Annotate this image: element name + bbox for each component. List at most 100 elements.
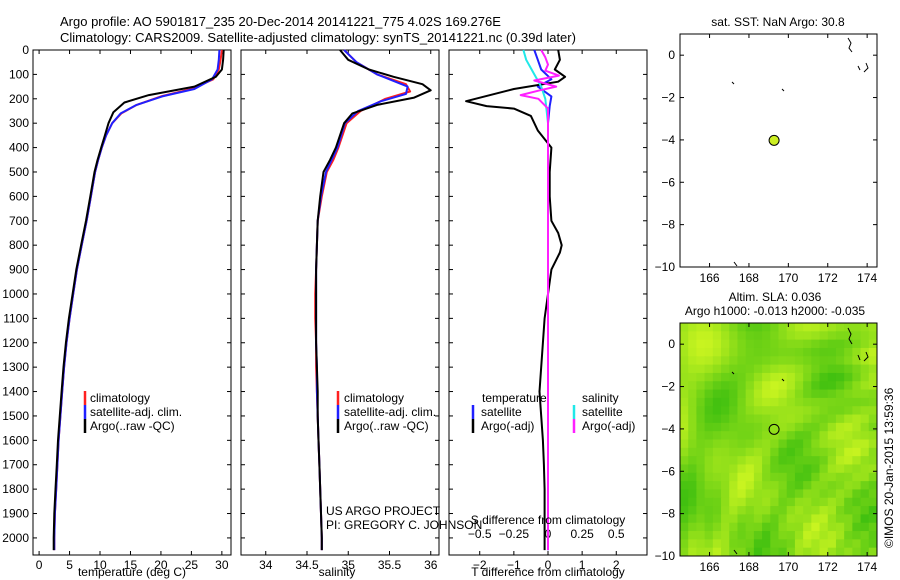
sla-cell xyxy=(680,514,689,524)
x-tick-label: 34.5 xyxy=(295,558,319,572)
sla-cell xyxy=(737,481,747,491)
sla-cell xyxy=(753,323,763,332)
sla-cell xyxy=(811,439,821,449)
sla-cell xyxy=(753,389,763,399)
sla-cell xyxy=(827,464,837,474)
sla-cell xyxy=(680,397,689,407)
sla-cell xyxy=(729,464,739,474)
sla-cell xyxy=(762,497,771,507)
y-tick-label: 1500 xyxy=(2,409,29,423)
sla-cell xyxy=(827,431,837,441)
sla-cell xyxy=(688,397,698,407)
sla-cell xyxy=(786,397,796,407)
sla-cell xyxy=(827,439,837,449)
sla-cell xyxy=(745,323,755,332)
sla-cell xyxy=(852,439,862,449)
sla-cell xyxy=(794,422,804,432)
sla-cell xyxy=(844,397,853,407)
sla-cell xyxy=(860,331,870,341)
sla-cell xyxy=(811,472,821,482)
sla-cell xyxy=(745,514,755,524)
sla-cell xyxy=(688,497,698,507)
sla-cell xyxy=(811,339,821,349)
sla-cell xyxy=(696,431,706,441)
sla-cell xyxy=(778,464,788,474)
sla-cell xyxy=(696,497,706,507)
sla-cell xyxy=(704,381,714,391)
sla-map-title-1: Altim. SLA: 0.036 xyxy=(729,290,822,304)
sla-cell xyxy=(819,339,829,349)
x-tick-label: 0 xyxy=(36,558,43,572)
sla-cell xyxy=(794,406,804,416)
sla-cell xyxy=(835,514,845,524)
sla-cell xyxy=(844,464,853,474)
sla-cell xyxy=(868,431,877,441)
sla-cell xyxy=(762,456,771,466)
sla-cell xyxy=(688,323,698,332)
sla-cell xyxy=(811,397,821,407)
sla-cell xyxy=(704,481,714,491)
sla-cell xyxy=(762,389,771,399)
sla-cell xyxy=(770,481,780,491)
sla-cell xyxy=(770,489,780,499)
sla-cell xyxy=(680,539,689,549)
sla-cell xyxy=(696,522,706,532)
sla-cell xyxy=(811,531,821,540)
sla-cell xyxy=(860,339,870,349)
y-tick-label: 100 xyxy=(9,67,29,81)
temperature-legend: climatology satellite-adj. clim. Argo(..… xyxy=(83,391,182,433)
sst-map-title: sat. SST: NaN Argo: 30.8 xyxy=(711,15,845,29)
sla-cell xyxy=(835,397,845,407)
x-tick-label: 15 xyxy=(124,558,138,572)
sla-cell xyxy=(729,414,739,424)
sla-cell xyxy=(811,323,821,332)
series-line-salinity-argo-adj- xyxy=(519,49,560,551)
sla-cell xyxy=(770,531,780,540)
x-tick-label: 30 xyxy=(215,558,229,572)
sla-cell xyxy=(844,347,853,357)
sla-cell xyxy=(811,356,821,366)
sla-cell xyxy=(737,323,747,332)
sla-cell xyxy=(819,347,829,357)
sla-cell xyxy=(811,364,821,374)
series-line-satellite-adj-clim- xyxy=(315,49,409,551)
legend-label-argo: Argo(..raw -QC) xyxy=(90,419,175,433)
sla-cell xyxy=(737,539,747,549)
top-x-tick-label: −0.5 xyxy=(468,527,492,541)
sla-cell xyxy=(680,506,689,515)
sla-cell xyxy=(696,464,706,474)
sla-cell xyxy=(696,481,706,491)
sla-cell xyxy=(712,356,722,366)
legend-label-argo: Argo(..raw -QC) xyxy=(344,419,429,433)
sla-cell xyxy=(721,456,730,466)
sla-cell xyxy=(729,481,739,491)
sla-cell xyxy=(778,514,788,524)
sla-cell xyxy=(704,506,714,515)
sla-cell xyxy=(762,531,771,540)
sla-cell xyxy=(762,397,771,407)
sla-cell xyxy=(786,422,796,432)
sla-cell xyxy=(712,323,722,332)
sla-cell xyxy=(868,522,877,532)
sla-cell xyxy=(712,439,722,449)
sla-cell xyxy=(721,506,730,515)
temperature-panel: 0100200300400500600700800900100011001200… xyxy=(2,43,232,579)
sla-cell xyxy=(712,422,722,432)
sla-cell xyxy=(852,381,862,391)
x-tick-label: 25 xyxy=(185,558,199,572)
sla-cell xyxy=(786,381,796,391)
sla-cell xyxy=(794,531,804,540)
y-tick-label: 1000 xyxy=(2,287,29,301)
sla-cell xyxy=(860,472,870,482)
sla-cell xyxy=(803,472,812,482)
series-line-climatology xyxy=(53,49,223,551)
sla-cell xyxy=(721,422,730,432)
y-tick-label: 1900 xyxy=(2,507,29,521)
sla-cell xyxy=(827,364,837,374)
x-tick-label: 168 xyxy=(739,271,759,285)
header-line-2: Climatology: CARS2009. Satellite-adjuste… xyxy=(60,30,576,45)
sla-cell xyxy=(778,497,788,507)
sla-cell xyxy=(835,497,845,507)
sla-cell xyxy=(770,389,780,399)
